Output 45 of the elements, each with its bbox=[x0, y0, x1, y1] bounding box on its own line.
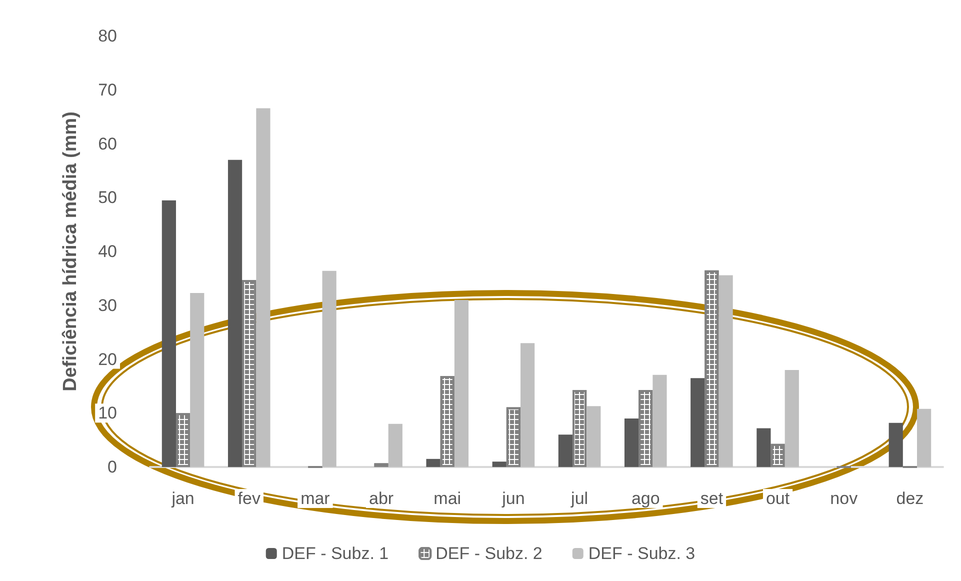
x-tick-label: jun bbox=[501, 489, 525, 508]
y-tick-label: 80 bbox=[98, 26, 117, 46]
bar bbox=[784, 370, 799, 467]
y-tick-label: 60 bbox=[98, 134, 117, 154]
y-tick-label: 20 bbox=[98, 350, 117, 369]
x-tick-label: dez bbox=[896, 489, 924, 508]
x-tick-label: mai bbox=[434, 489, 462, 508]
y-tick-label: 30 bbox=[98, 296, 117, 315]
bar bbox=[228, 160, 242, 467]
x-tick-label: mar bbox=[300, 489, 330, 508]
x-tick-label: fev bbox=[238, 489, 261, 508]
legend-label: DEF - Subz. 2 bbox=[436, 544, 542, 563]
bar bbox=[520, 343, 535, 467]
bar bbox=[492, 462, 506, 467]
bar bbox=[917, 408, 932, 467]
bar bbox=[888, 422, 903, 467]
bar bbox=[624, 418, 639, 467]
bar bbox=[652, 374, 667, 467]
x-tick-label: jan bbox=[170, 489, 194, 508]
legend-label: DEF - Subz. 3 bbox=[588, 544, 696, 563]
x-tick-label: nov bbox=[830, 489, 858, 508]
bar bbox=[426, 458, 440, 467]
bar bbox=[718, 275, 733, 467]
y-tick-label: 50 bbox=[98, 188, 117, 208]
x-tick-label: jul bbox=[570, 489, 588, 508]
y-tick-label: 0 bbox=[108, 458, 117, 476]
bar bbox=[690, 378, 705, 467]
bar bbox=[256, 108, 270, 467]
y-axis-title: Deficiência hídrica média (mm) bbox=[60, 112, 81, 392]
bar bbox=[454, 300, 469, 467]
bar bbox=[322, 270, 336, 467]
y-tick-label: 10 bbox=[98, 404, 117, 423]
y-tick-label: 40 bbox=[98, 242, 117, 261]
bar bbox=[162, 200, 176, 467]
bar bbox=[558, 434, 572, 467]
x-tick-label: abr bbox=[369, 489, 394, 508]
bar bbox=[756, 428, 771, 467]
bar bbox=[190, 292, 204, 467]
bar bbox=[586, 406, 601, 467]
legend-label: DEF - Subz. 1 bbox=[282, 544, 389, 563]
x-tick-label: out bbox=[766, 489, 790, 508]
bar bbox=[388, 424, 402, 467]
x-tick-label: set bbox=[700, 489, 724, 508]
x-tick-label: ago bbox=[631, 489, 660, 508]
y-tick-label: 70 bbox=[98, 80, 117, 100]
